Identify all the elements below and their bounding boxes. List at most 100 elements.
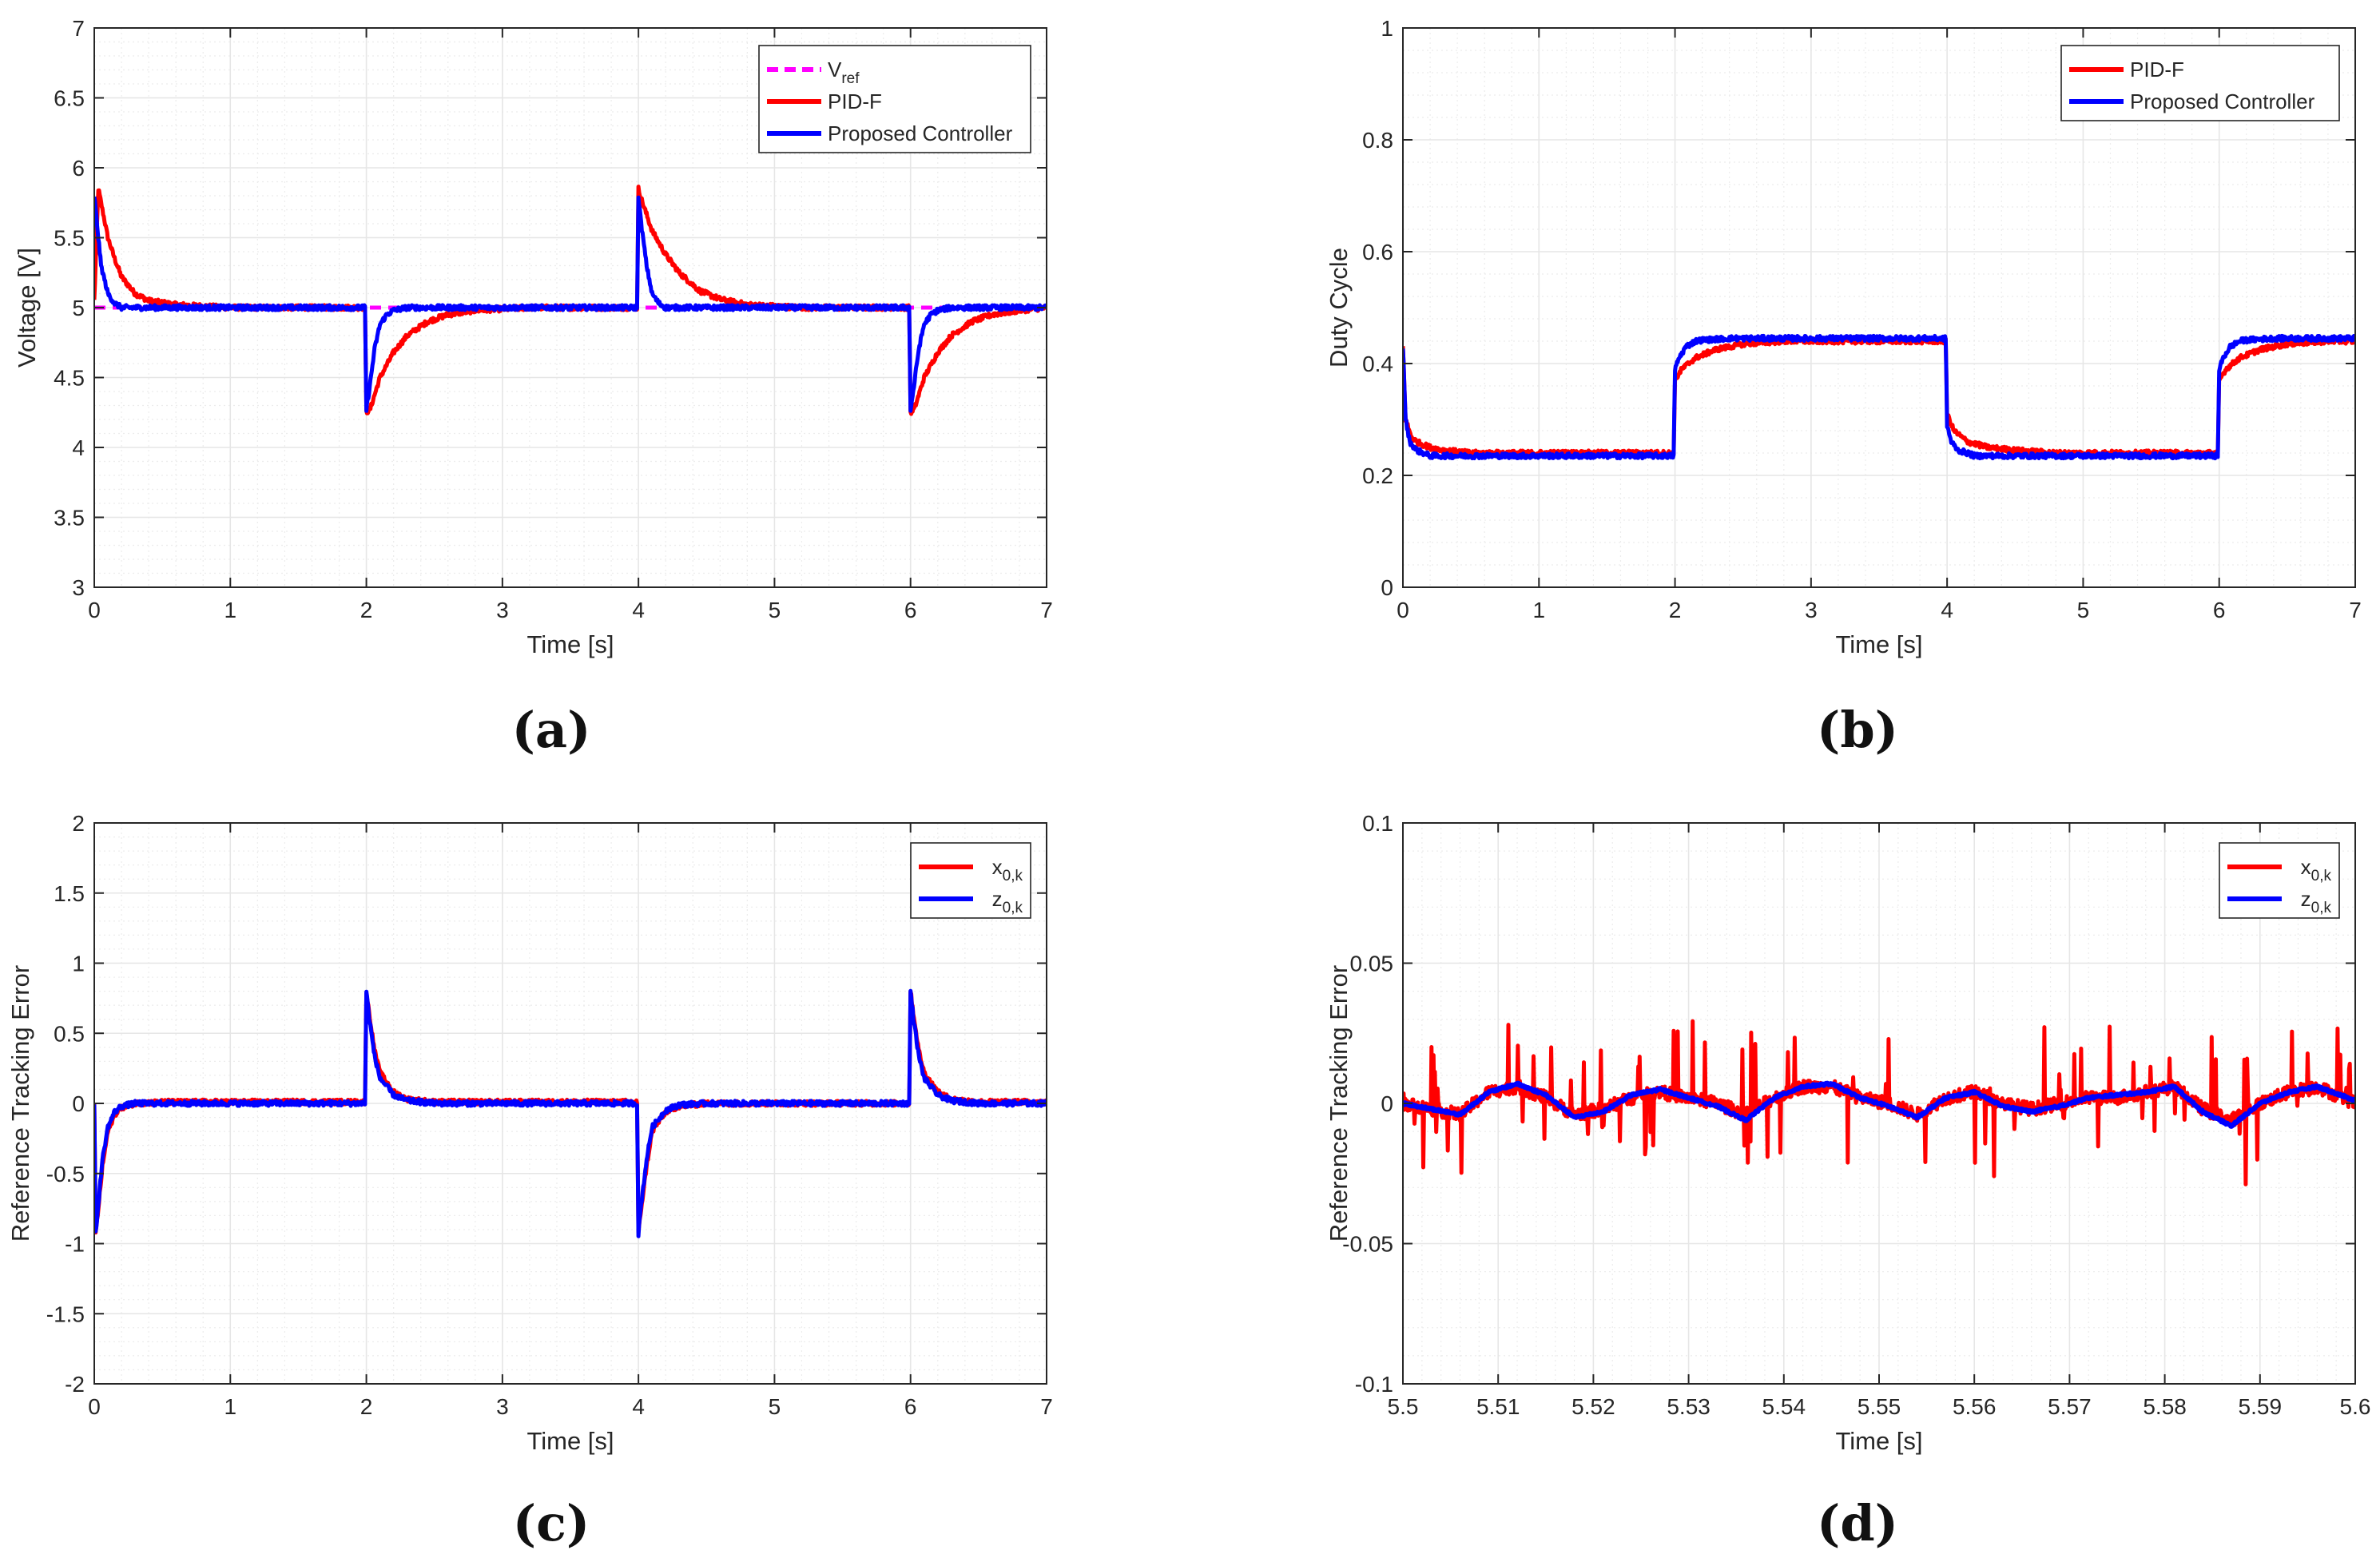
y-axis-label: Reference Tracking Error xyxy=(6,965,34,1242)
x-tick-label: 5 xyxy=(2077,598,2090,622)
ticks xyxy=(1402,822,2356,1385)
ticks xyxy=(93,822,1047,1385)
series-group xyxy=(94,185,1047,416)
y-tick-label: 4.5 xyxy=(54,366,85,391)
legend-label-1: PID-F xyxy=(828,89,882,113)
series-group xyxy=(94,988,1047,1238)
chart-a: 0 1 2 3 4 5 6 7 3 3.5 4 4.5 5 5.5 6 6.5 7 Time [s] Voltage… xyxy=(13,16,1053,759)
x-tick-label: 5 xyxy=(769,1394,781,1419)
ticks xyxy=(1402,27,2356,588)
legend-box xyxy=(2060,45,2340,121)
x-tick-label: 1 xyxy=(224,598,236,622)
x-tick-label: 7 xyxy=(1040,598,1053,622)
chart-d: 5.5 5.51 5.52 5.53 5.54 5.55 5.56 5.57 5.58 5.59 5… xyxy=(1325,811,2370,1552)
x-tick-label: 7 xyxy=(1040,1394,1053,1419)
x-axis-label: Time [s] xyxy=(1835,630,1922,658)
x-tick-label: 2 xyxy=(360,1394,373,1419)
y-tick-label: -1 xyxy=(65,1232,85,1257)
y-tick-label: 0 xyxy=(72,1091,85,1116)
series-line-1 xyxy=(94,988,1047,1238)
x-tick-label: 0 xyxy=(88,1394,101,1419)
y-tick-label: 6 xyxy=(72,156,85,181)
minor-grid xyxy=(94,823,1047,1384)
y-tick-label: 5 xyxy=(72,296,85,320)
legend-box xyxy=(910,842,1031,919)
y-tick-label: 4 xyxy=(72,435,85,460)
panel-label: (d) xyxy=(1817,1494,1898,1552)
y-axis-label: Reference Tracking Error xyxy=(1325,965,1353,1242)
y-tick-label: 3.5 xyxy=(54,506,85,531)
legend: PID-F Proposed Controller xyxy=(2060,45,2340,121)
y-tick-label: -0.5 xyxy=(46,1162,85,1186)
y-axis-label: Voltage [V] xyxy=(13,248,41,368)
x-tick-label: 2 xyxy=(360,598,373,622)
panel-label: (b) xyxy=(1817,701,1898,759)
x-tick-label: 3 xyxy=(496,598,509,622)
x-tick-label: 5.59 xyxy=(2239,1394,2283,1419)
legend: x0,k z0,k xyxy=(910,842,1031,919)
x-tick-label: 5.55 xyxy=(1858,1394,1901,1419)
series-line-1 xyxy=(1403,333,2355,461)
y-tick-label: 7 xyxy=(72,16,85,41)
x-tick-label: 4 xyxy=(632,1394,645,1419)
y-tick-label: 0.4 xyxy=(1362,352,1393,376)
axes-box xyxy=(1402,27,2356,588)
x-tick-label: 6 xyxy=(904,598,917,622)
series-line-1 xyxy=(1403,1080,2355,1129)
y-tick-label: 0.1 xyxy=(1362,811,1393,836)
y-tick-label: 0 xyxy=(1381,575,1393,600)
series-group xyxy=(1403,1019,2355,1186)
legend-label-1: z0,k xyxy=(992,887,1023,916)
y-tick-label: 3 xyxy=(72,575,85,600)
x-tick-label: 5.57 xyxy=(2048,1394,2092,1419)
y-tick-label: 1 xyxy=(1381,16,1393,41)
x-tick-label: 5.52 xyxy=(1571,1394,1615,1419)
y-tick-label: 1 xyxy=(72,952,85,976)
y-tick-label: 0 xyxy=(1381,1091,1393,1116)
x-tick-label: 6 xyxy=(904,1394,917,1419)
chart-b: 0 1 2 3 4 5 6 7 0 0.2 0.4 0.6 0.8 1 Time [s] Duty Cycle… xyxy=(1325,16,2362,759)
y-tick-label: 1.5 xyxy=(54,881,85,906)
legend-label-0: x0,k xyxy=(992,855,1023,884)
x-tick-label: 3 xyxy=(496,1394,509,1419)
x-tick-label: 2 xyxy=(1669,598,1682,622)
y-tick-label: -2 xyxy=(65,1372,85,1397)
legend: x0,k z0,k xyxy=(2219,842,2340,919)
series-group xyxy=(1403,333,2355,461)
x-tick-label: 5 xyxy=(769,598,781,622)
x-tick-label: 4 xyxy=(1941,598,1953,622)
x-tick-label: 1 xyxy=(224,1394,236,1419)
y-tick-label: 2 xyxy=(72,811,85,836)
x-tick-label: 5.6 xyxy=(2340,1394,2371,1419)
y-tick-label: 0.05 xyxy=(1350,952,1394,976)
y-tick-label: -0.05 xyxy=(1342,1232,1393,1257)
y-tick-label: 0.2 xyxy=(1362,463,1393,488)
x-tick-label: 5.5 xyxy=(1388,1394,1419,1419)
legend-label-1: z0,k xyxy=(2301,887,2332,916)
x-tick-label: 0 xyxy=(88,598,101,622)
x-tick-label: 7 xyxy=(2349,598,2362,622)
y-tick-label: 0.8 xyxy=(1362,128,1393,153)
x-tick-label: 0 xyxy=(1397,598,1409,622)
x-tick-label: 5.54 xyxy=(1762,1394,1806,1419)
legend-label-1: Proposed Controller xyxy=(2130,89,2315,113)
x-tick-label: 5.56 xyxy=(1953,1394,1997,1419)
y-tick-label: 0.5 xyxy=(54,1021,85,1046)
x-tick-label: 3 xyxy=(1805,598,1818,622)
panel-label: (a) xyxy=(512,701,591,759)
y-tick-label: -1.5 xyxy=(46,1302,85,1326)
legend-label-0: Vref xyxy=(828,58,860,87)
y-axis-label: Duty Cycle xyxy=(1325,248,1353,368)
y-tick-label: 6.5 xyxy=(54,86,85,111)
legend-label-0: x0,k xyxy=(2301,855,2332,884)
x-axis-label: Time [s] xyxy=(1835,1427,1922,1455)
legend-label-2: Proposed Controller xyxy=(828,121,1013,145)
x-tick-label: 5.58 xyxy=(2143,1394,2187,1419)
x-tick-label: 5.53 xyxy=(1667,1394,1711,1419)
x-tick-label: 5.51 xyxy=(1476,1394,1520,1419)
x-axis-label: Time [s] xyxy=(526,1427,614,1455)
chart-c: 0 1 2 3 4 5 6 7 -2 -1.5 -1 -0.5 0 0.5 1 1.5 2 Time [s] Ref… xyxy=(6,811,1053,1552)
x-axis-label: Time [s] xyxy=(526,630,614,658)
